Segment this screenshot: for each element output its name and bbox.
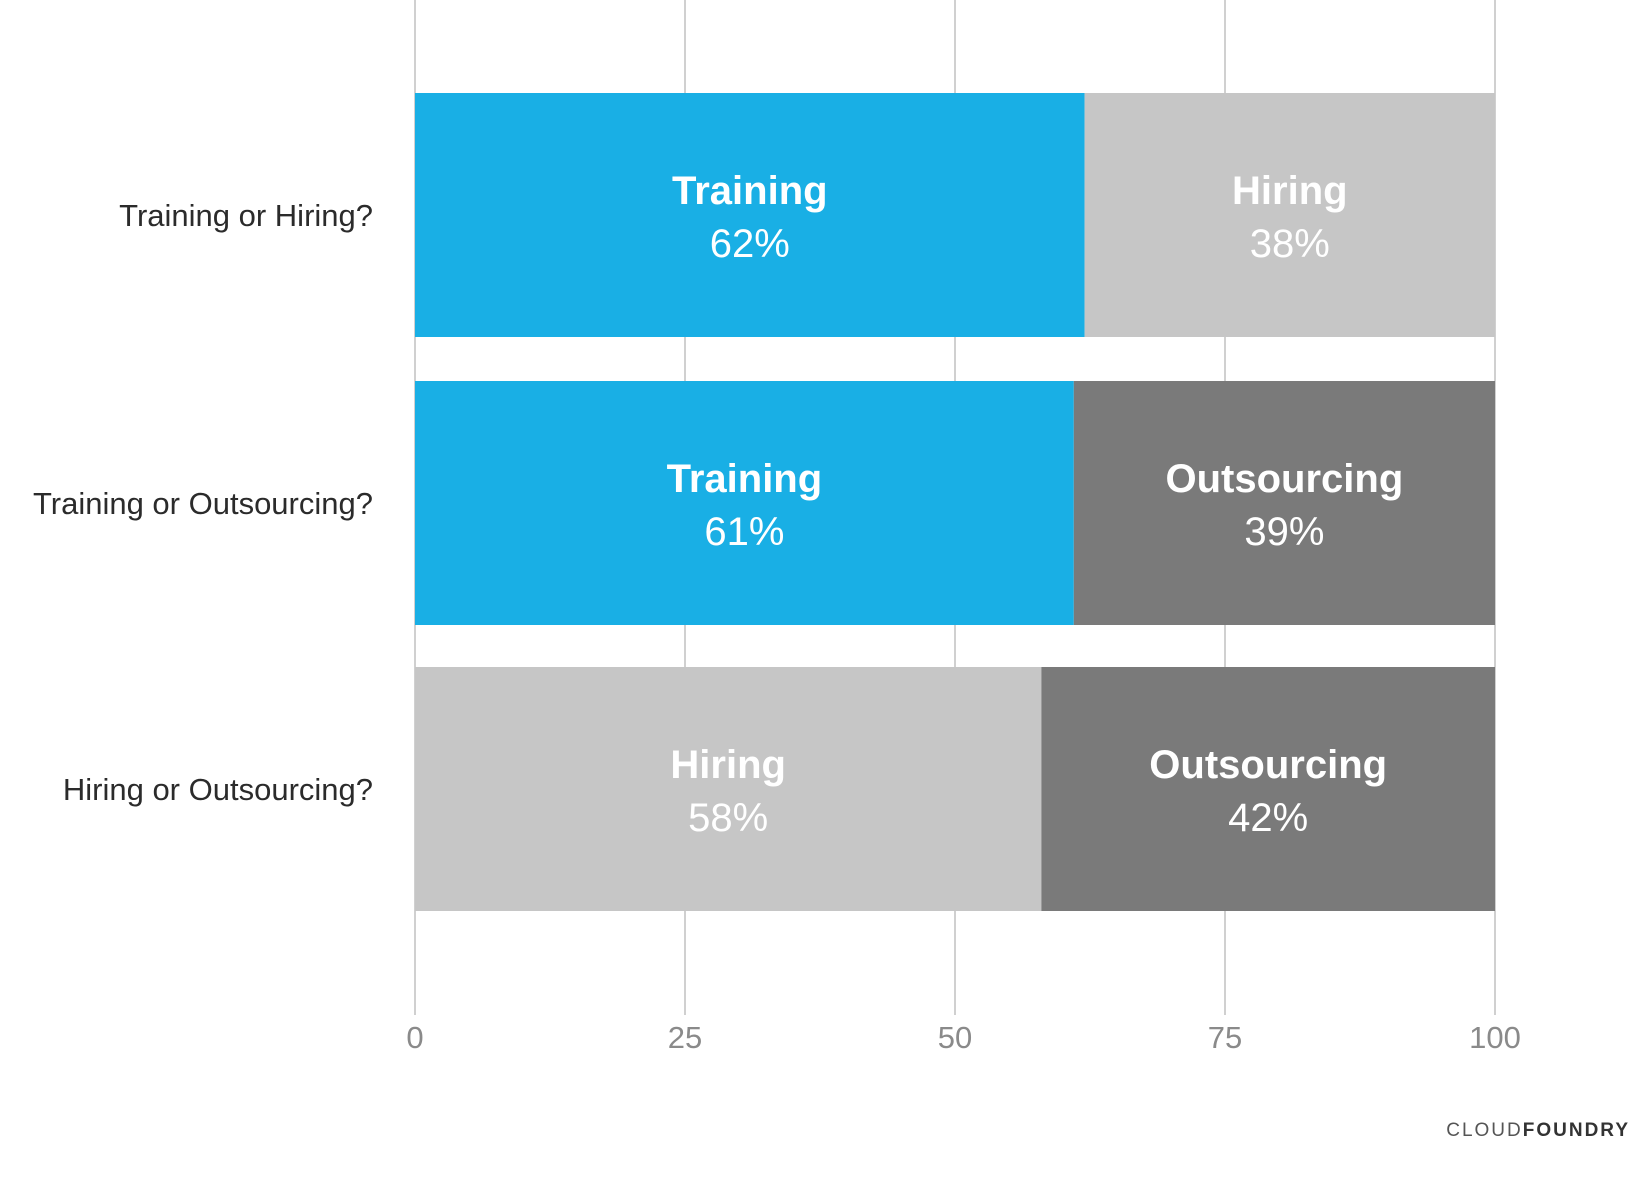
bar-segment-2-outsourcing xyxy=(1073,381,1495,625)
segment-value-label: 38% xyxy=(1250,222,1330,266)
segment-value-label: 62% xyxy=(710,222,790,266)
bar-segment-3-hiring xyxy=(415,667,1042,911)
segment-label: Training xyxy=(667,457,823,501)
cloud-foundry-logo: CLOUDFOUNDRY xyxy=(1446,1120,1630,1142)
bar-segment-1-hiring xyxy=(1084,93,1495,337)
category-label: Training or Outsourcing? xyxy=(33,486,373,521)
segment-value-label: 58% xyxy=(688,796,768,840)
x-tick-label: 100 xyxy=(1469,1020,1521,1055)
logo-prefix: CLOUD xyxy=(1446,1120,1523,1141)
segment-label: Outsourcing xyxy=(1149,743,1387,787)
x-tick-label: 0 xyxy=(406,1020,423,1055)
segment-label: Training xyxy=(672,169,828,213)
category-label: Training or Hiring? xyxy=(119,198,373,233)
bar-segment-1-training xyxy=(415,93,1085,337)
category-label: Hiring or Outsourcing? xyxy=(63,772,373,807)
bar-segment-2-training xyxy=(415,381,1074,625)
segment-label: Outsourcing xyxy=(1166,457,1404,501)
logo-suffix: FOUNDRY xyxy=(1522,1120,1630,1141)
segment-label: Hiring xyxy=(1232,169,1348,213)
segment-value-label: 39% xyxy=(1244,510,1324,554)
bar-segment-3-outsourcing xyxy=(1041,667,1495,911)
segment-value-label: 42% xyxy=(1228,796,1308,840)
segment-label: Hiring xyxy=(670,743,786,787)
segment-value-label: 61% xyxy=(704,510,784,554)
x-tick-label: 50 xyxy=(938,1020,972,1055)
x-tick-label: 25 xyxy=(668,1020,702,1055)
x-tick-label: 75 xyxy=(1208,1020,1242,1055)
